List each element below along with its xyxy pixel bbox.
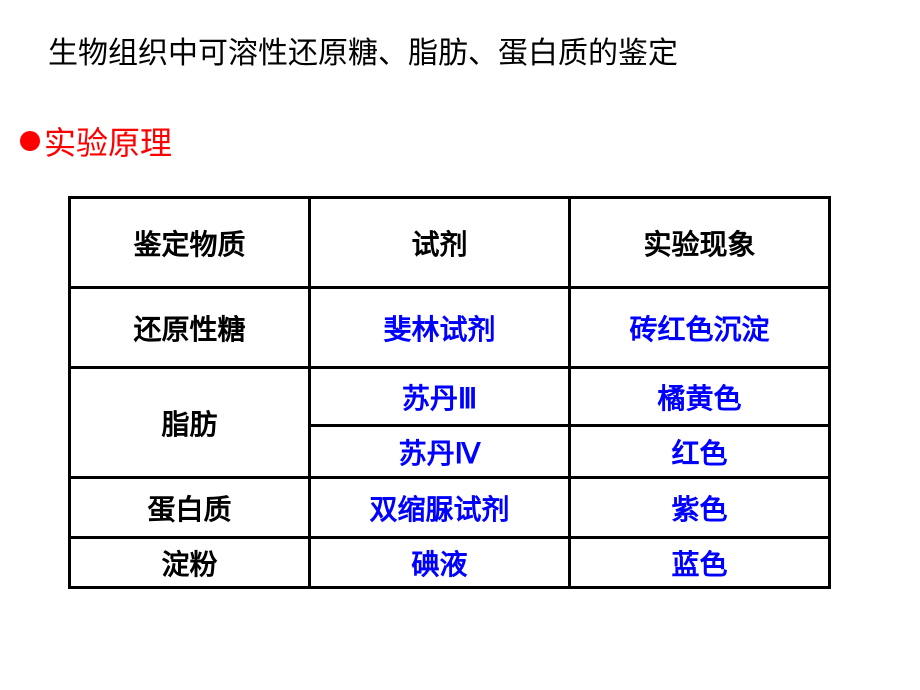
cell-result: 砖红色沉淀	[570, 288, 830, 368]
section-heading: 实验原理	[20, 118, 172, 164]
table-row: 脂肪 苏丹Ⅲ 橘黄色	[70, 368, 830, 426]
cell-reagent: 苏丹Ⅳ	[310, 426, 570, 478]
table-header-row: 鉴定物质 试剂 实验现象	[70, 198, 830, 288]
section-label: 实验原理	[44, 118, 172, 164]
table: 鉴定物质 试剂 实验现象 还原性糖 斐林试剂 砖红色沉淀 脂肪 苏丹Ⅲ 橘黄色 …	[68, 196, 831, 589]
bullet-icon	[20, 131, 40, 151]
col-header-reagent: 试剂	[310, 198, 570, 288]
cell-reagent: 苏丹Ⅲ	[310, 368, 570, 426]
cell-result: 红色	[570, 426, 830, 478]
col-header-result: 实验现象	[570, 198, 830, 288]
cell-substance: 蛋白质	[70, 478, 310, 538]
cell-substance: 脂肪	[70, 368, 310, 478]
table-row: 蛋白质 双缩脲试剂 紫色	[70, 478, 830, 538]
principle-table: 鉴定物质 试剂 实验现象 还原性糖 斐林试剂 砖红色沉淀 脂肪 苏丹Ⅲ 橘黄色 …	[68, 196, 831, 589]
cell-result: 紫色	[570, 478, 830, 538]
cell-reagent: 碘液	[310, 538, 570, 588]
table-row: 还原性糖 斐林试剂 砖红色沉淀	[70, 288, 830, 368]
col-header-substance: 鉴定物质	[70, 198, 310, 288]
slide: 生物组织中可溶性还原糖、脂肪、蛋白质的鉴定 实验原理 鉴定物质 试剂 实验现象 …	[0, 0, 920, 690]
page-title: 生物组织中可溶性还原糖、脂肪、蛋白质的鉴定	[48, 28, 678, 72]
cell-substance: 淀粉	[70, 538, 310, 588]
cell-result: 蓝色	[570, 538, 830, 588]
cell-substance: 还原性糖	[70, 288, 310, 368]
cell-reagent: 双缩脲试剂	[310, 478, 570, 538]
table-row: 淀粉 碘液 蓝色	[70, 538, 830, 588]
cell-result: 橘黄色	[570, 368, 830, 426]
cell-reagent: 斐林试剂	[310, 288, 570, 368]
